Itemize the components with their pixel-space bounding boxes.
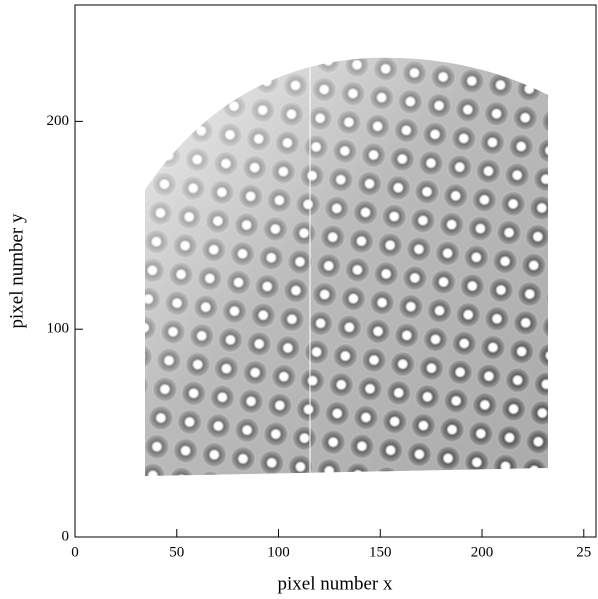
x-tick-label: 50 bbox=[169, 544, 184, 560]
plot-frame bbox=[74, 4, 597, 538]
x-tick-label: 150 bbox=[369, 544, 392, 560]
diffraction-image bbox=[145, 57, 548, 476]
y-tick-label: 100 bbox=[47, 321, 70, 337]
x-tick-label: 0 bbox=[71, 544, 79, 560]
x-axis-title: pixel number x bbox=[277, 573, 393, 594]
y-axis-title: pixel number y bbox=[6, 213, 27, 329]
y-tick-label: 200 bbox=[47, 113, 70, 129]
y-tick-label: 0 bbox=[62, 528, 70, 544]
x-tick-label: 100 bbox=[267, 544, 290, 560]
x-tick-label: 25 bbox=[576, 544, 591, 560]
x-tick-label: 200 bbox=[471, 544, 494, 560]
